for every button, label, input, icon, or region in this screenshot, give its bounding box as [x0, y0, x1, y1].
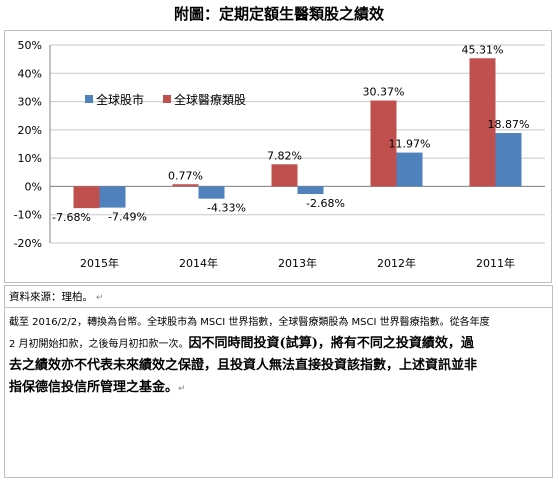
- bar-global-1: [198, 186, 225, 199]
- x-tick-label: 2011年: [476, 256, 515, 270]
- data-label: 0.77%: [168, 169, 203, 182]
- legend-swatch: [85, 95, 93, 103]
- disclaimer-bold3: 指保德信投信所管理之基金。: [9, 380, 179, 395]
- paragraph-mark: ↵: [93, 293, 104, 303]
- bar-healthcare-1: [172, 184, 199, 187]
- data-label: 7.82%: [267, 149, 302, 162]
- bar-chart: 50% 40% 30% 20% 10% 0% -10% -20% -7.68% -7.49% 201…: [14, 39, 545, 270]
- x-tick-label: 2014年: [179, 256, 218, 270]
- disclaimer-line1: 截至 2016/2/2，轉換為台幣。全球股市為 MSCI 世界指數，全球醫療類股…: [9, 317, 490, 328]
- disclaimer-line2: 2 月初開始扣款，之後每月初扣款一次。: [9, 339, 189, 350]
- data-label: -7.49%: [108, 211, 147, 224]
- y-tick-label: 10%: [18, 152, 42, 165]
- y-tick-label: 20%: [18, 124, 42, 137]
- y-tick-label: 50%: [18, 39, 42, 52]
- disclaimer-bold1: 因不同時間投資(試算)，將有不同之投資績效，過: [188, 336, 474, 351]
- bar-healthcare-3: [370, 100, 397, 187]
- disclaimer-bold2: 去之績效亦不代表未來績效之保證，且投資人無法直接投資該指數，上述資訊並非: [9, 358, 478, 373]
- y-tick-label: -20%: [14, 237, 42, 250]
- data-label: 45.31%: [462, 43, 504, 56]
- chart-title: 附圖：定期定額生醫類股之績效: [173, 5, 384, 23]
- paragraph-mark: ↵: [178, 384, 186, 394]
- data-label: 30.37%: [363, 86, 405, 99]
- bar-global-0: [99, 186, 126, 208]
- bar-global-4: [495, 133, 522, 187]
- bar-global-2: [297, 186, 324, 195]
- data-label: 18.87%: [488, 118, 530, 131]
- data-label: 11.97%: [389, 138, 431, 151]
- y-tick-label: 0%: [25, 180, 42, 193]
- bar-healthcare-2: [271, 164, 298, 187]
- y-tick-label: -10%: [14, 209, 42, 222]
- bar-global-3: [396, 152, 423, 187]
- source-note: 資料來源：理柏。 ↵: [5, 286, 552, 308]
- legend-label: 全球股市: [96, 92, 144, 107]
- data-label: -2.68%: [306, 197, 345, 210]
- y-tick-label: 40%: [18, 67, 42, 80]
- y-tick-label: 30%: [18, 96, 42, 109]
- bar-healthcare-4: [469, 58, 496, 187]
- x-tick-label: 2012年: [377, 256, 416, 270]
- chart-area: 50% 40% 30% 20% 10% 0% -10% -20% -7.68% -7.49% 201…: [4, 30, 552, 283]
- notes-table: 資料來源：理柏。 ↵ 截至 2016/2/2，轉換為台幣。全球股市為 MSCI …: [4, 285, 553, 478]
- x-tick-label: 2015年: [80, 256, 119, 270]
- data-label: -4.33%: [207, 202, 246, 215]
- source-text: 資料來源：理柏。: [9, 291, 93, 303]
- bar-healthcare-0: [73, 186, 100, 209]
- legend-label: 全球醫療類股: [174, 92, 246, 107]
- legend-swatch: [163, 95, 171, 103]
- x-tick-label: 2013年: [278, 256, 317, 270]
- data-label: -7.68%: [52, 211, 91, 224]
- disclaimer: 截至 2016/2/2，轉換為台幣。全球股市為 MSCI 世界指數，全球醫療類股…: [5, 308, 552, 404]
